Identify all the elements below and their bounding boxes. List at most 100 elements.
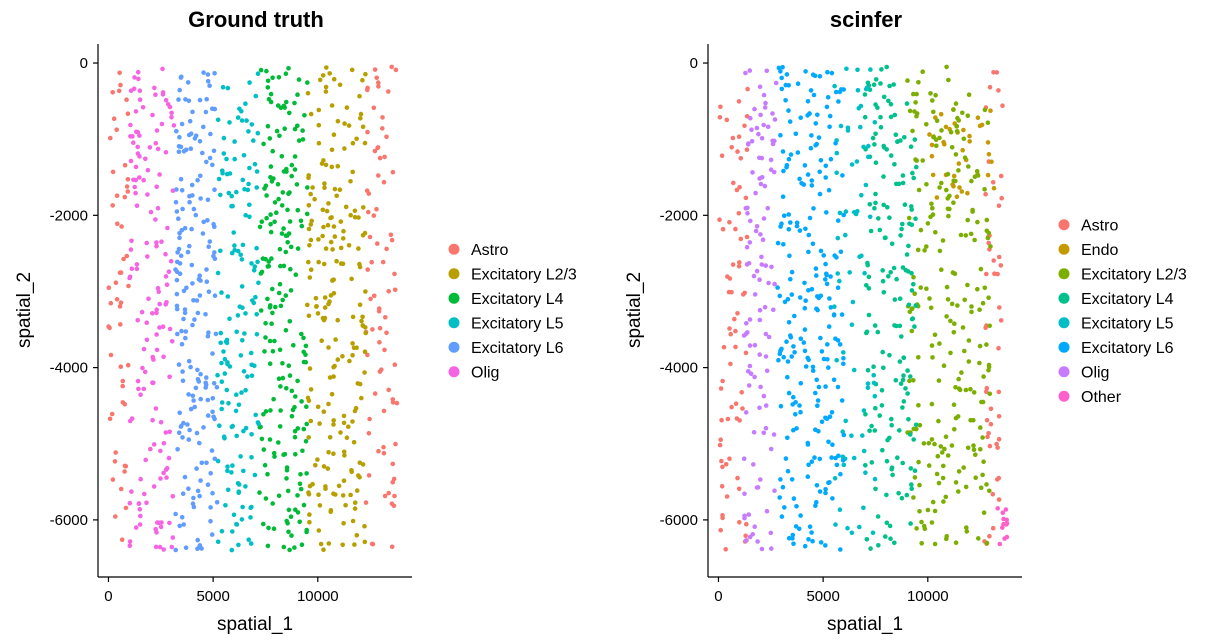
scatter-point: [725, 274, 730, 279]
scatter-point: [335, 317, 341, 323]
scatter-point: [160, 324, 166, 330]
scatter-point: [188, 146, 194, 151]
scatter-point: [909, 328, 915, 334]
scatter-point: [310, 185, 315, 190]
scatter-point: [157, 172, 162, 177]
scatter-point: [295, 207, 301, 213]
scatter-point: [392, 362, 398, 368]
scatter-point: [382, 493, 388, 499]
scatter-point: [980, 472, 985, 478]
scatter-point: [386, 387, 392, 393]
scatter-point: [156, 289, 161, 295]
scatter-point: [778, 133, 783, 138]
scatter-point: [321, 547, 326, 552]
scatter-point: [367, 234, 373, 240]
scatter-point: [841, 87, 846, 92]
scatter-point: [176, 430, 182, 436]
scatter-point: [272, 338, 277, 344]
scatter-point: [143, 156, 148, 162]
scatter-point: [179, 341, 185, 347]
scatter-point: [205, 197, 211, 203]
scatter-point: [304, 404, 309, 410]
scatter-point: [346, 123, 352, 128]
scatter-point: [999, 195, 1004, 201]
scatter-point: [794, 504, 799, 509]
scatter-point: [208, 131, 213, 137]
scatter-point: [971, 417, 976, 423]
scatter-point: [965, 190, 970, 196]
scatter-point: [177, 410, 182, 416]
scatter-point: [961, 465, 966, 470]
scatter-point: [251, 138, 256, 143]
scatter-point: [854, 159, 860, 164]
scatter-point: [837, 342, 843, 347]
scatter-point: [167, 104, 173, 110]
scatter-point: [932, 508, 938, 514]
scatter-point: [350, 341, 355, 346]
scatter-point: [912, 137, 918, 142]
scatter-point: [781, 168, 786, 174]
scatter-point: [270, 349, 276, 354]
scatter-point: [178, 176, 184, 182]
legend-key: [1058, 292, 1070, 304]
scatter-point: [896, 490, 901, 496]
scatter-point: [777, 293, 783, 299]
scatter-point: [263, 409, 269, 414]
scatter-point: [762, 183, 768, 189]
scatter-point: [333, 337, 338, 342]
scatter-point: [952, 427, 957, 432]
scatter-point: [784, 163, 790, 168]
scatter-point: [863, 412, 868, 417]
scatter-point: [138, 476, 143, 482]
scatter-point: [363, 330, 369, 336]
scatter-point: [185, 422, 190, 427]
scatter-point: [145, 192, 150, 197]
scatter-point: [975, 115, 981, 120]
scatter-point: [870, 135, 876, 141]
scatter-point: [876, 543, 881, 548]
scatter-point: [176, 149, 182, 155]
scatter-point: [187, 243, 192, 249]
scatter-point: [163, 430, 169, 435]
scatter-point: [271, 450, 277, 456]
scatter-point: [195, 367, 200, 373]
scatter-point: [137, 88, 143, 93]
scatter-point: [770, 111, 775, 116]
scatter-point: [317, 503, 323, 508]
scatter-point: [268, 221, 273, 227]
scatter-point: [899, 226, 904, 232]
scatter-point: [1000, 103, 1005, 108]
scatter-point: [817, 456, 823, 462]
scatter-point: [389, 64, 395, 70]
scatter-point: [984, 417, 990, 423]
scatter-point: [984, 540, 990, 546]
scatter-point: [882, 235, 888, 241]
scatter-point: [978, 425, 983, 430]
scatter-point: [393, 67, 399, 73]
legend-key: [448, 268, 460, 280]
scatter-point: [289, 388, 295, 394]
scatter-point: [368, 296, 373, 302]
scatter-point: [968, 231, 974, 237]
scatter-point: [329, 215, 334, 220]
scatter-point: [135, 378, 141, 384]
scatter-point: [301, 502, 307, 508]
scatter-point: [995, 445, 1000, 450]
scatter-point: [325, 466, 331, 471]
scatter-point: [975, 219, 980, 225]
scatter-point: [174, 303, 180, 309]
scatter-point: [986, 367, 991, 373]
scatter-point: [765, 124, 771, 130]
scatter-point: [888, 101, 894, 107]
scatter-point: [346, 243, 352, 248]
scatter-point: [930, 172, 936, 178]
scatter-point: [265, 264, 271, 269]
scatter-point: [335, 164, 341, 169]
scatter-point: [170, 188, 176, 193]
scatter-point: [157, 544, 163, 550]
scatter-point: [911, 175, 916, 181]
scatter-point: [841, 350, 846, 355]
scatter-point: [263, 183, 269, 189]
scatter-point: [391, 503, 397, 509]
